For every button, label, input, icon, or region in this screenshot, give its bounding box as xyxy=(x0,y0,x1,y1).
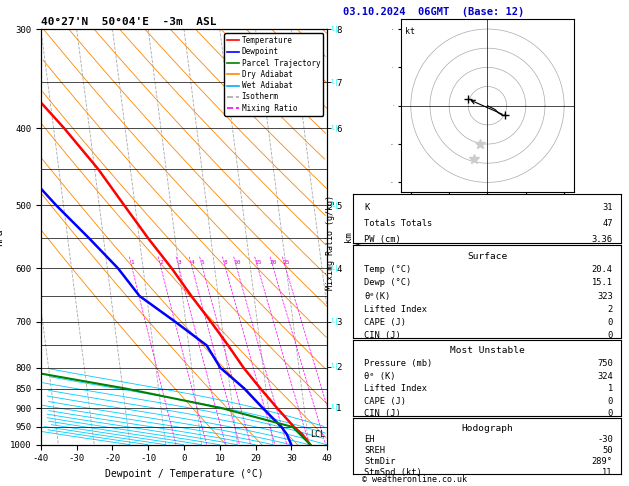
Text: StmSpd (kt): StmSpd (kt) xyxy=(364,469,422,477)
Text: 1: 1 xyxy=(608,384,613,393)
Text: 0: 0 xyxy=(608,331,613,340)
Text: 15.1: 15.1 xyxy=(592,278,613,287)
Text: 3: 3 xyxy=(177,260,181,265)
Text: l|: l| xyxy=(330,318,339,325)
Text: 750: 750 xyxy=(597,359,613,368)
Text: StmDir: StmDir xyxy=(364,457,396,466)
Text: 20.4: 20.4 xyxy=(592,265,613,274)
Text: l|: l| xyxy=(330,202,339,209)
Text: 0: 0 xyxy=(608,409,613,418)
Text: 10: 10 xyxy=(233,260,241,265)
Text: CIN (J): CIN (J) xyxy=(364,331,401,340)
Text: Surface: Surface xyxy=(467,252,507,261)
Text: kt: kt xyxy=(405,27,415,36)
Text: 11: 11 xyxy=(603,469,613,477)
Text: θᵉ(K): θᵉ(K) xyxy=(364,292,391,301)
Text: -30: -30 xyxy=(597,434,613,444)
Legend: Temperature, Dewpoint, Parcel Trajectory, Dry Adiabat, Wet Adiabat, Isotherm, Mi: Temperature, Dewpoint, Parcel Trajectory… xyxy=(224,33,323,116)
X-axis label: Dewpoint / Temperature (°C): Dewpoint / Temperature (°C) xyxy=(104,469,264,479)
Text: 15: 15 xyxy=(254,260,262,265)
Text: 3.36: 3.36 xyxy=(592,235,613,244)
Text: 323: 323 xyxy=(597,292,613,301)
Text: 289°: 289° xyxy=(592,457,613,466)
Text: 4: 4 xyxy=(191,260,194,265)
Text: Hodograph: Hodograph xyxy=(461,423,513,433)
Text: Totals Totals: Totals Totals xyxy=(364,219,433,228)
Text: CIN (J): CIN (J) xyxy=(364,409,401,418)
Text: 03.10.2024  06GMT  (Base: 12): 03.10.2024 06GMT (Base: 12) xyxy=(343,7,524,17)
Text: K: K xyxy=(364,203,369,211)
Text: 47: 47 xyxy=(603,219,613,228)
Text: PW (cm): PW (cm) xyxy=(364,235,401,244)
Text: l|: l| xyxy=(330,79,339,86)
Text: 40°27'N  50°04'E  -3m  ASL: 40°27'N 50°04'E -3m ASL xyxy=(41,17,216,27)
Text: Lifted Index: Lifted Index xyxy=(364,384,427,393)
Text: EH: EH xyxy=(364,434,375,444)
Text: 50: 50 xyxy=(603,446,613,455)
Text: 5: 5 xyxy=(201,260,204,265)
Text: l|: l| xyxy=(330,125,339,132)
Text: 1: 1 xyxy=(130,260,134,265)
Text: l|: l| xyxy=(330,26,339,33)
Text: LCL: LCL xyxy=(310,430,325,439)
Text: l|: l| xyxy=(330,364,339,370)
Text: Lifted Index: Lifted Index xyxy=(364,305,427,314)
Text: 31: 31 xyxy=(603,203,613,211)
Text: Pressure (mb): Pressure (mb) xyxy=(364,359,433,368)
Text: Most Unstable: Most Unstable xyxy=(450,347,525,355)
Text: © weatheronline.co.uk: © weatheronline.co.uk xyxy=(362,475,467,484)
Text: θᵉ (K): θᵉ (K) xyxy=(364,372,396,381)
Text: Temp (°C): Temp (°C) xyxy=(364,265,411,274)
Text: 0: 0 xyxy=(608,397,613,406)
Text: 20: 20 xyxy=(270,260,277,265)
Y-axis label: hPa: hPa xyxy=(0,228,4,246)
Text: l|: l| xyxy=(330,265,339,272)
Text: 25: 25 xyxy=(282,260,289,265)
Text: SREH: SREH xyxy=(364,446,385,455)
Text: 2: 2 xyxy=(159,260,163,265)
Text: CAPE (J): CAPE (J) xyxy=(364,397,406,406)
Text: Dewp (°C): Dewp (°C) xyxy=(364,278,411,287)
Text: 8: 8 xyxy=(224,260,228,265)
Text: l|: l| xyxy=(330,404,339,411)
Y-axis label: km
ASL: km ASL xyxy=(344,229,364,245)
Text: CAPE (J): CAPE (J) xyxy=(364,318,406,327)
Text: Mixing Ratio (g/kg): Mixing Ratio (g/kg) xyxy=(326,195,335,291)
Text: 324: 324 xyxy=(597,372,613,381)
Text: 0: 0 xyxy=(608,318,613,327)
Text: 2: 2 xyxy=(608,305,613,314)
